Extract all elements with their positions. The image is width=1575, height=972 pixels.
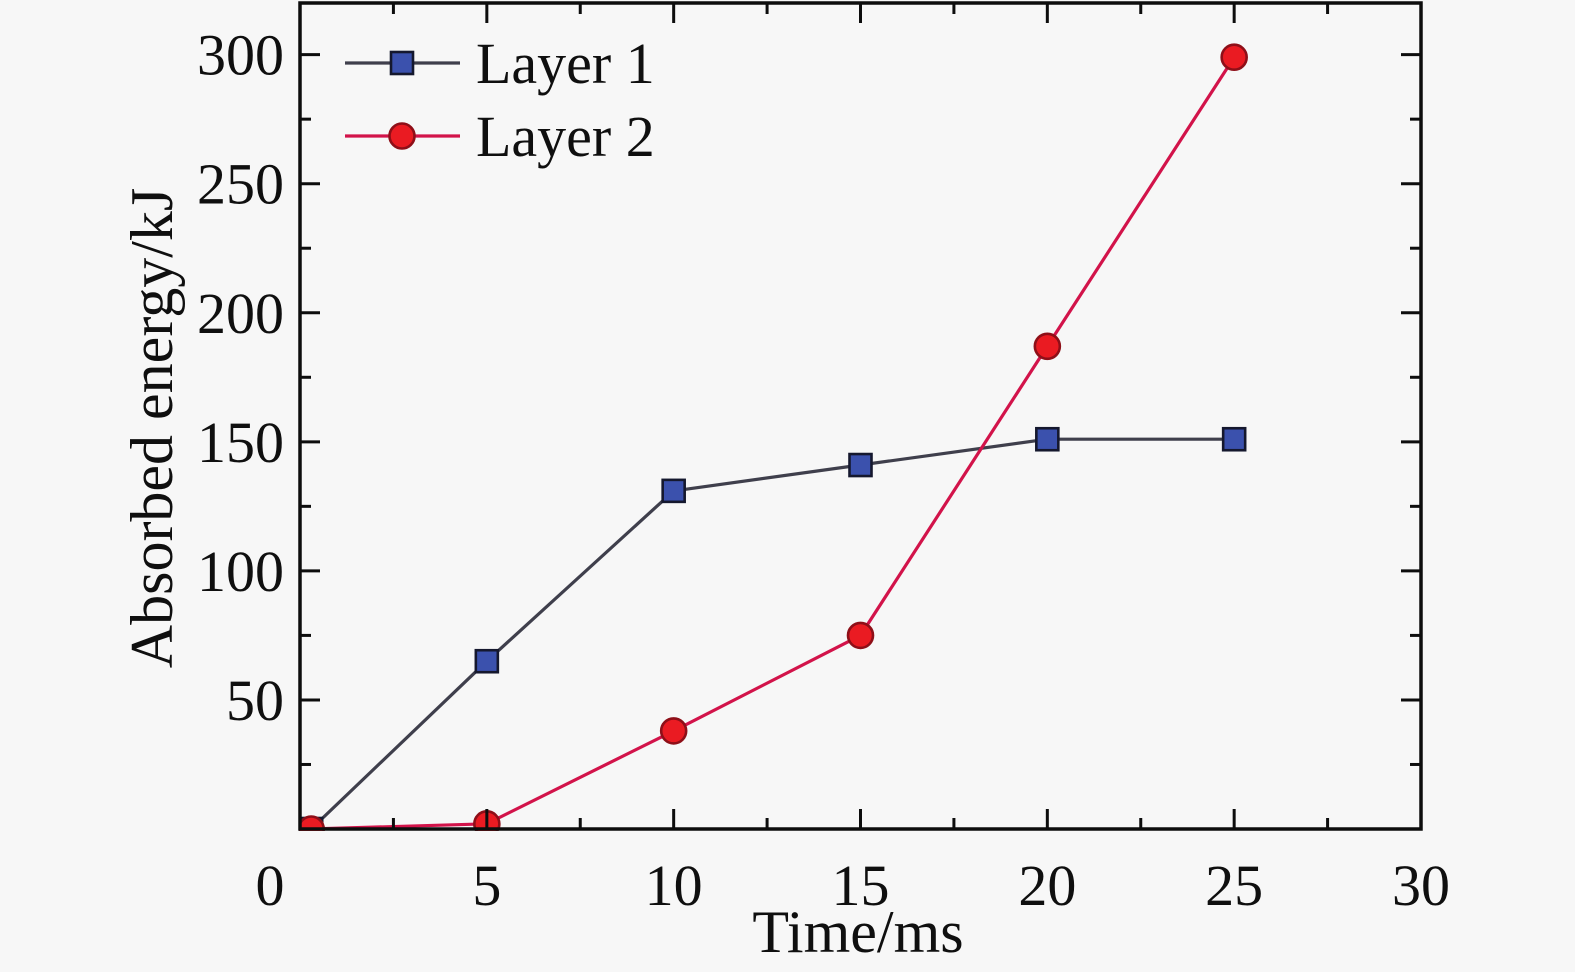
axis-ticks-layer xyxy=(298,3,1423,829)
y-axis-tick-label: 100 xyxy=(197,539,284,604)
layer-2-marker xyxy=(1033,332,1062,361)
y-axis-title: Absorbed energy/kJ xyxy=(119,188,185,668)
legend-item-layer-2: Layer 2 xyxy=(345,104,655,169)
y-axis-tick-label: 50 xyxy=(226,668,284,733)
layer-2-marker xyxy=(659,717,688,745)
legend: Layer 1 Layer 2 xyxy=(345,31,655,169)
x-axis-tick-label: 20 xyxy=(1018,853,1076,918)
layer-1-marker xyxy=(848,452,873,478)
y-axis-tick-label: 300 xyxy=(197,23,284,88)
legend-label-layer-1: Layer 1 xyxy=(476,31,655,96)
legend-label-layer-2: Layer 2 xyxy=(476,104,655,169)
y-axis-tick-label: 250 xyxy=(197,152,284,217)
y-axis-tick-label: 200 xyxy=(197,281,284,346)
x-axis-tick-label: 5 xyxy=(472,853,501,918)
x-axis-tick-label: 25 xyxy=(1205,853,1263,918)
layer-1-marker xyxy=(474,648,500,674)
x-axis-tick-label: 15 xyxy=(832,853,890,918)
layer-2-marker xyxy=(1220,43,1248,72)
x-axis-tick-label: 0 xyxy=(256,853,285,918)
series-layer-2 xyxy=(299,43,1248,831)
y-axis-tick-label: 150 xyxy=(197,410,284,475)
legend-square-marker-icon xyxy=(389,50,415,76)
legend-circle-marker-icon xyxy=(388,122,416,150)
x-axis-tick-label: 10 xyxy=(645,853,703,918)
x-axis-title: Time/ms xyxy=(752,899,963,965)
layer-1-marker xyxy=(661,478,686,504)
layer-1-marker xyxy=(1035,426,1060,452)
layer-2-marker xyxy=(846,621,875,650)
layer-2-line xyxy=(311,56,1236,831)
series-layer-1 xyxy=(299,426,1247,831)
plot-series-layer xyxy=(299,43,1248,831)
layer-1-line xyxy=(310,437,1235,831)
axis-tick-labels-layer: 0 5 10 15 20 25 30 50 100 150 200 250 300 xyxy=(197,23,1450,918)
plot-border xyxy=(298,1,1423,831)
layer-1-marker xyxy=(1221,426,1247,452)
x-axis-tick-label: 30 xyxy=(1392,853,1450,918)
legend-item-layer-1: Layer 1 xyxy=(345,31,655,96)
